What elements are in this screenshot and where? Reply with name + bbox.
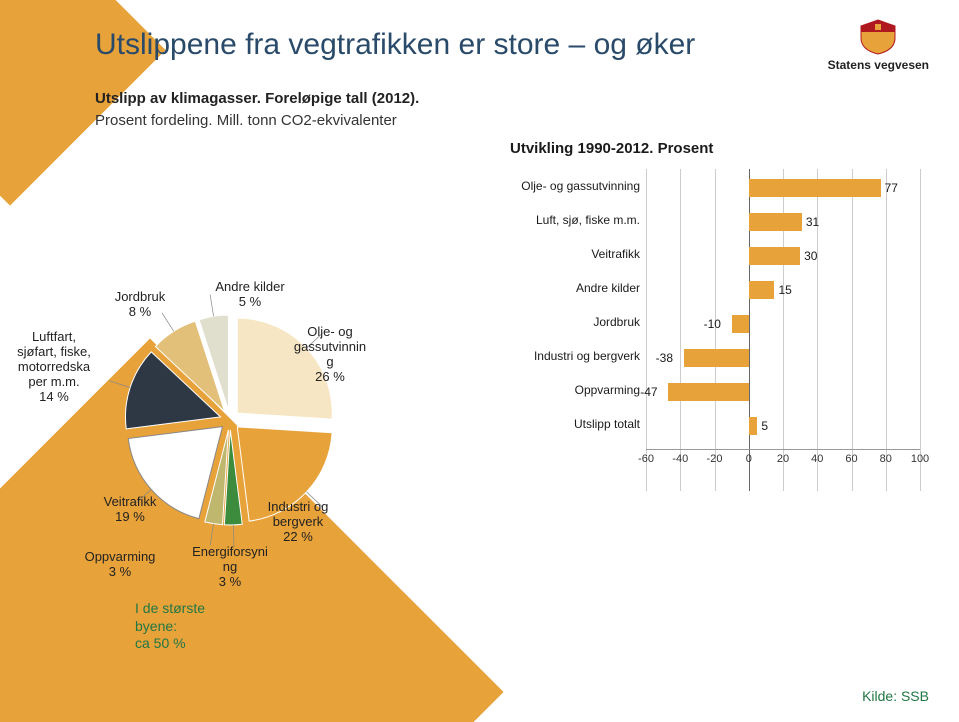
pie-label-veitrafikk: Veitrafikk19 % (95, 495, 165, 525)
bar-value: 77 (885, 179, 898, 197)
pie-label-andre: Andre kilder5 % (210, 280, 290, 310)
bar-category-label: Utslipp totalt (490, 418, 646, 431)
bar-value: -47 (640, 383, 657, 401)
x-tick: 20 (777, 453, 789, 465)
subtitle-1: Utslipp av klimagasser. Foreløpige tall … (95, 90, 419, 107)
bar-value: 5 (761, 417, 768, 435)
x-tick: 0 (746, 453, 752, 465)
bar-chart-title: Utvikling 1990-2012. Prosent (510, 140, 940, 157)
bar-value: 31 (806, 213, 819, 231)
bar-rect (732, 315, 749, 333)
pie-label-industri: Industri ogbergverk22 % (258, 500, 338, 545)
logo-shield-icon (855, 18, 901, 56)
bar-row: Veitrafikk (490, 241, 930, 269)
subtitle-2: Prosent fordeling. Mill. tonn CO2-ekviva… (95, 112, 397, 129)
bar-row: Luft, sjø, fiske m.m. (490, 207, 930, 235)
bar-rect (668, 383, 748, 401)
bar-chart: Utvikling 1990-2012. Prosent Olje- og ga… (490, 140, 940, 540)
x-tick: 60 (845, 453, 857, 465)
bar-rect (749, 213, 802, 231)
bar-value: -38 (656, 349, 673, 367)
bar-category-label: Jordbruk (490, 316, 646, 329)
bar-rect (749, 247, 800, 265)
bar-rect (684, 349, 749, 367)
bar-chart-area: Olje- og gassutvinning 77 Luft, sjø, fiske… (490, 169, 930, 509)
bar-row: Andre kilder (490, 275, 930, 303)
logo: Statens vegvesen (828, 18, 929, 72)
x-tick: -20 (707, 453, 723, 465)
bar-value: 30 (804, 247, 817, 265)
logo-text: Statens vegvesen (828, 58, 929, 72)
bar-value: -10 (704, 315, 721, 333)
pie-label-oljegass: Olje- oggassutvinning26 % (290, 325, 370, 385)
x-tick: -60 (638, 453, 654, 465)
bar-rect (749, 417, 758, 435)
x-tick: -40 (672, 453, 688, 465)
pie-chart: Olje- oggassutvinning26 % Industri ogberg… (10, 150, 490, 550)
x-tick: 100 (911, 453, 929, 465)
page-title: Utslippene fra vegtrafikken er store – o… (95, 28, 695, 62)
bar-category-label: Oppvarming (490, 384, 646, 397)
bar-category-label: Andre kilder (490, 282, 646, 295)
bar-rect (749, 179, 881, 197)
pie-label-energi: Energiforsyning3 % (185, 545, 275, 590)
bar-rect (749, 281, 775, 299)
pie-label-luftfart: Luftfart,sjøfart, fiske,motorredskaper m… (10, 330, 98, 405)
bar-category-label: Industri og bergverk (490, 350, 646, 363)
pie-label-jordbruk: Jordbruk8 % (110, 290, 170, 320)
pie-label-oppvarming: Oppvarming3 % (80, 550, 160, 580)
bar-row: Utslipp totalt (490, 411, 930, 439)
bar-value: 15 (778, 281, 791, 299)
bar-category-label: Veitrafikk (490, 248, 646, 261)
bar-category-label: Olje- og gassutvinning (490, 180, 646, 193)
x-tick: 80 (880, 453, 892, 465)
slide: Statens vegvesen Utslippene fra vegtrafi… (0, 0, 959, 722)
x-tick: 40 (811, 453, 823, 465)
footnote: I de størstebyene:ca 50 % (135, 600, 205, 653)
bar-category-label: Luft, sjø, fiske m.m. (490, 214, 646, 227)
source: Kilde: SSB (862, 688, 929, 704)
